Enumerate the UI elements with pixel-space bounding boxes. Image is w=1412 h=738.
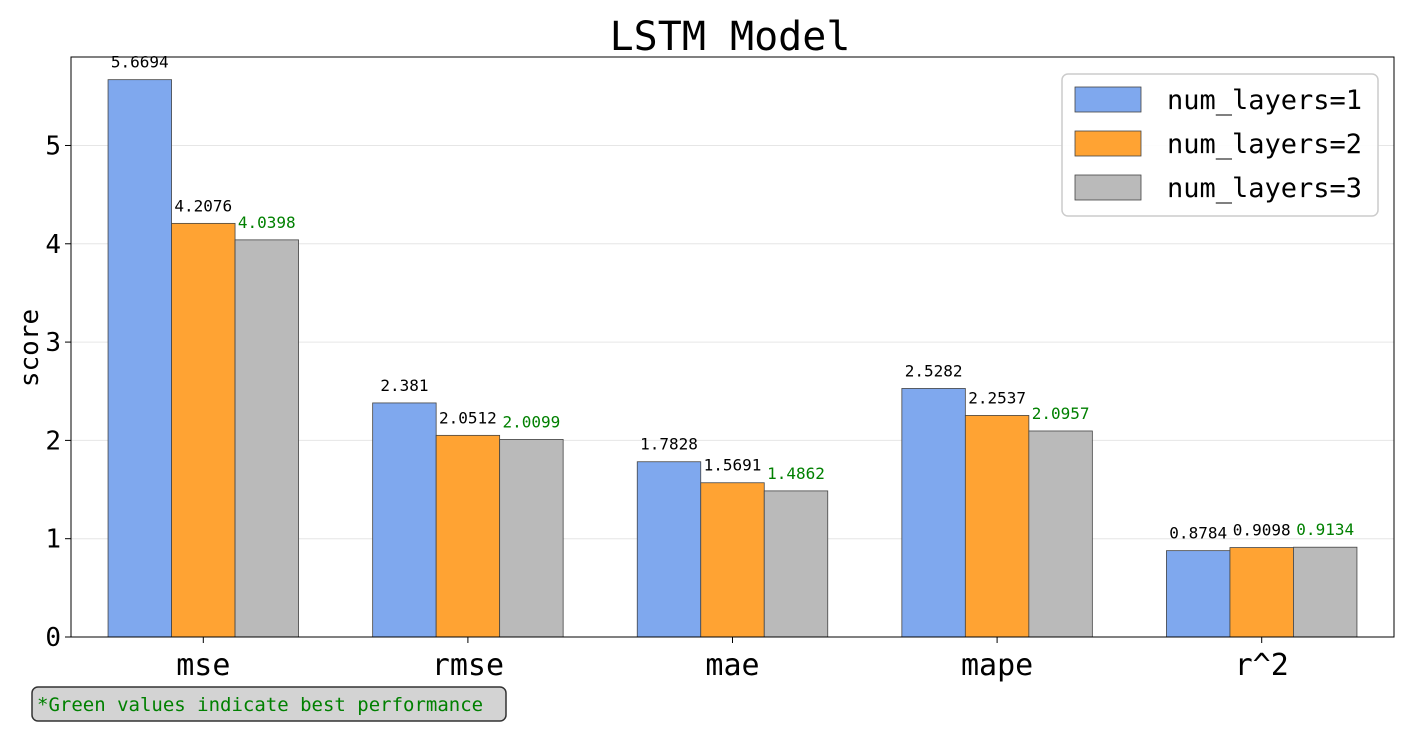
data-label: 5.6694: [111, 53, 169, 72]
data-label: 2.0957: [1032, 404, 1090, 423]
bars: [107, 79, 1358, 638]
data-label: 0.9134: [1296, 520, 1354, 539]
bar-mse-series-3: [234, 239, 299, 638]
data-label: 1.4862: [767, 464, 825, 483]
x-tick-label: r^2: [1235, 648, 1289, 683]
y-tick-label: 5: [45, 131, 61, 161]
bar-rmse-series-2: [435, 434, 501, 638]
data-labels: 5.6694 4.2076 4.0398 2.381 2.0512 2.0099 1.782…: [111, 53, 1354, 543]
chart-title: LSTM Model: [610, 14, 851, 60]
y-tick-label: 0: [45, 623, 61, 653]
data-label: 2.381: [380, 376, 428, 395]
annotation-text: *Green values indicate best performance: [37, 694, 483, 716]
data-label: 4.2076: [174, 196, 232, 215]
legend-swatch: [1074, 86, 1142, 113]
bar-mape-series-2: [964, 415, 1030, 638]
legend-entry-label: num_layers=2: [1167, 129, 1362, 160]
y-tick-label: 1: [45, 525, 61, 555]
annotation-note: *Green values indicate best performance: [31, 686, 507, 722]
bar-mape-series-3: [1028, 430, 1093, 638]
data-label: 4.0398: [238, 213, 296, 232]
bar-r^2-series-1: [1166, 550, 1231, 638]
data-label: 2.2537: [968, 388, 1026, 407]
bar-mae-series-3: [763, 490, 829, 638]
legend: num_layers=1 num_layers=2 num_layers=3: [1061, 73, 1379, 217]
legend-swatch: [1074, 130, 1142, 157]
data-label: 2.5282: [905, 361, 963, 380]
data-label: 1.5691: [704, 456, 762, 475]
x-tick-label: mape: [961, 648, 1033, 683]
bar-mse-series-2: [171, 222, 236, 638]
x-tick-label: mse: [176, 648, 230, 683]
legend-entry-label: num_layers=3: [1167, 173, 1362, 204]
legend-entry-label: num_layers=1: [1167, 85, 1362, 116]
data-label: 0.8784: [1169, 524, 1227, 543]
y-axis-label: score: [15, 309, 45, 387]
bar-rmse-series-3: [499, 439, 564, 638]
bar-mae-series-2: [700, 482, 765, 638]
legend-swatch: [1074, 174, 1142, 201]
bar-rmse-series-1: [372, 402, 437, 638]
x-tick-label: rmse: [432, 648, 504, 683]
data-label: 1.7828: [640, 435, 698, 454]
x-axis-ticks: mse rmse mae mape r^2: [176, 637, 1289, 683]
y-tick-label: 2: [45, 426, 61, 456]
bar-mse-series-1: [107, 79, 172, 638]
bar-mape-series-1: [901, 388, 966, 638]
data-label: 0.9098: [1233, 521, 1291, 540]
y-tick-label: 3: [45, 328, 61, 358]
data-label: 2.0512: [439, 408, 497, 427]
bar-r^2-series-3: [1293, 546, 1358, 638]
y-tick-label: 4: [45, 230, 61, 260]
annotation-box: [31, 686, 507, 722]
y-axis-ticks: 0 1 2 3 4 5: [45, 131, 71, 653]
x-tick-label: mae: [705, 648, 759, 683]
bar-mae-series-1: [636, 461, 702, 638]
bar-r^2-series-2: [1229, 547, 1294, 638]
data-label: 2.0099: [503, 412, 561, 431]
